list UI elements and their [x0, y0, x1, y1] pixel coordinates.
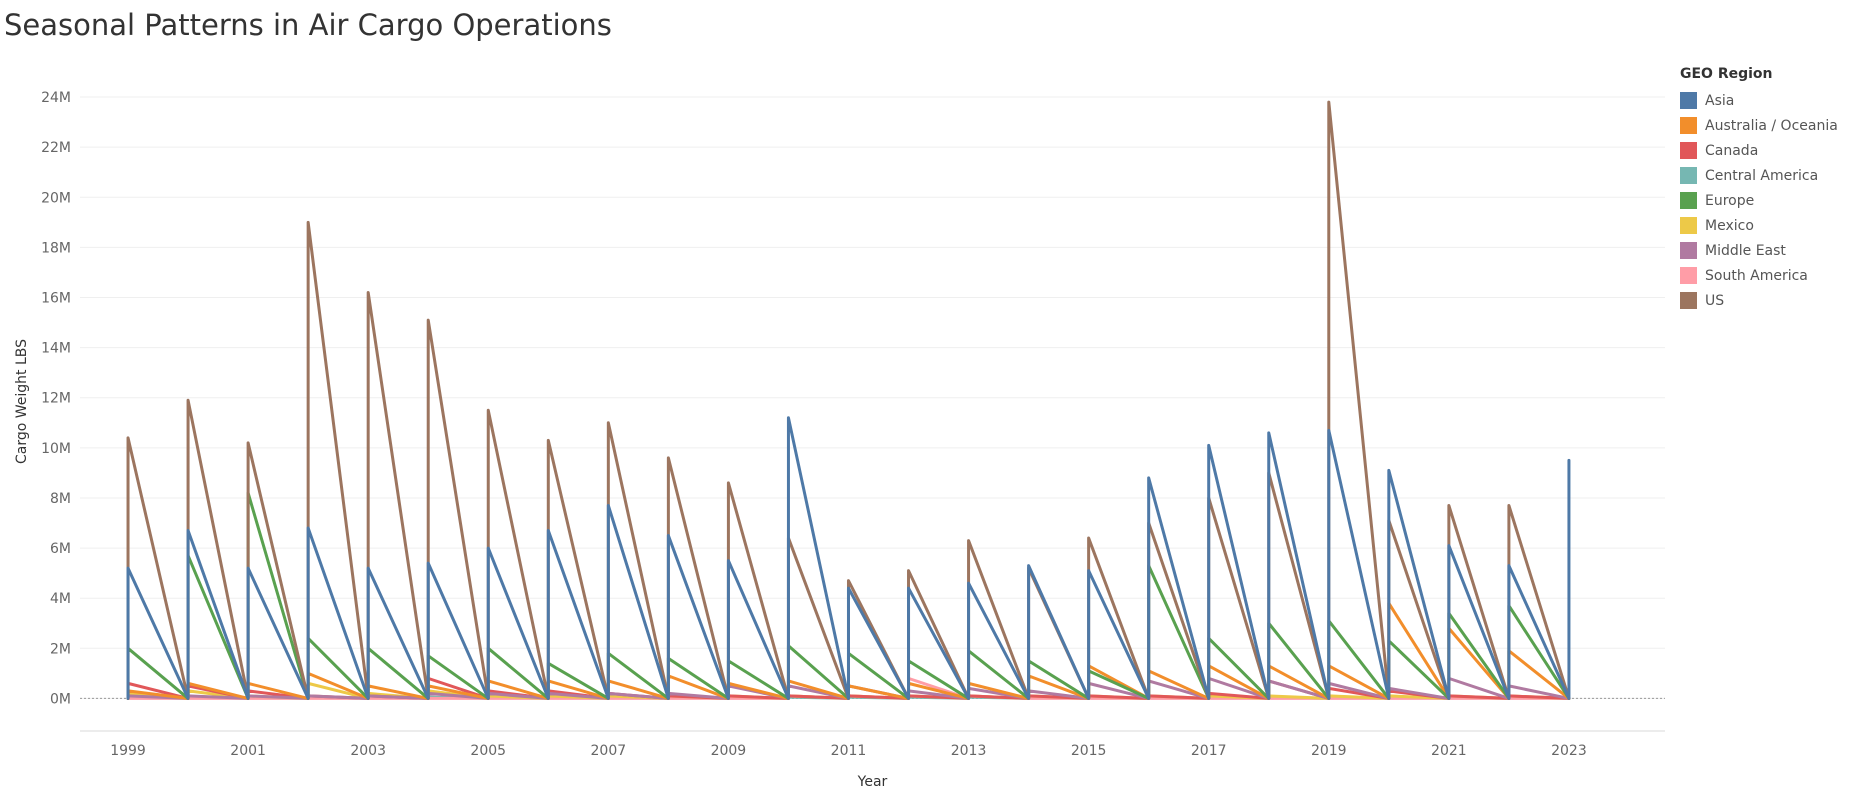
legend-swatch: [1680, 92, 1697, 109]
y-tick-label: 14M: [41, 341, 71, 357]
legend-label: Asia: [1705, 92, 1735, 109]
x-tick-label: 2019: [1311, 743, 1347, 759]
legend-swatch: [1680, 167, 1697, 184]
x-axis-title: Year: [857, 774, 888, 790]
legend-label: Australia / Oceania: [1705, 117, 1838, 134]
x-tick-label: 2011: [831, 743, 867, 759]
x-tick-label: 2005: [470, 743, 506, 759]
legend-label: Mexico: [1705, 217, 1754, 234]
legend-item[interactable]: Canada: [1680, 138, 1838, 163]
y-tick-label: 2M: [50, 641, 71, 657]
legend-title: GEO Region: [1680, 66, 1773, 82]
legend-label: US: [1705, 292, 1725, 309]
legend[interactable]: GEO Region Asia Australia / Oceania Canada…: [1680, 66, 1838, 313]
legend-swatch: [1680, 192, 1697, 209]
legend-item[interactable]: Middle East: [1680, 238, 1838, 263]
y-axis-title: Cargo Weight LBS: [14, 339, 30, 464]
y-tick-label: 0M: [50, 691, 71, 707]
x-tick-label: 1999: [110, 743, 146, 759]
legend-item[interactable]: Mexico: [1680, 213, 1838, 238]
y-tick-label: 24M: [41, 90, 71, 106]
chart-title: Seasonal Patterns in Air Cargo Operation…: [4, 8, 612, 42]
legend-item[interactable]: Central America: [1680, 163, 1838, 188]
legend-item[interactable]: US: [1680, 288, 1838, 313]
legend-label: Middle East: [1705, 242, 1786, 259]
x-tick-label: 2009: [711, 743, 747, 759]
legend-item[interactable]: Australia / Oceania: [1680, 113, 1838, 138]
legend-label: Europe: [1705, 192, 1755, 209]
y-tick-label: 12M: [41, 391, 71, 407]
legend-item[interactable]: South America: [1680, 263, 1838, 288]
y-tick-label: 22M: [41, 140, 71, 156]
x-tick-label: 2015: [1071, 743, 1107, 759]
x-tick-label: 2001: [230, 743, 266, 759]
legend-swatch: [1680, 217, 1697, 234]
legend-swatch: [1680, 142, 1697, 159]
x-tick-label: 2003: [350, 743, 386, 759]
legend-swatch: [1680, 292, 1697, 309]
x-tick-label: 2017: [1191, 743, 1227, 759]
x-tick-label: 2013: [951, 743, 987, 759]
legend-swatch: [1680, 242, 1697, 259]
y-tick-label: 16M: [41, 291, 71, 307]
legend-item[interactable]: Europe: [1680, 188, 1838, 213]
y-tick-label: 8M: [50, 491, 71, 507]
x-tick-label: 2007: [591, 743, 627, 759]
x-tick-label: 2021: [1431, 743, 1467, 759]
legend-item[interactable]: Asia: [1680, 88, 1838, 113]
legend-swatch: [1680, 117, 1697, 134]
legend-swatch: [1680, 267, 1697, 284]
y-tick-label: 10M: [41, 441, 71, 457]
x-tick-label: 2023: [1551, 743, 1587, 759]
series-line-asia: [126, 416, 1571, 700]
legend-label: Canada: [1705, 142, 1759, 159]
y-tick-label: 6M: [50, 541, 71, 557]
legend-label: Central America: [1705, 167, 1819, 184]
y-tick-label: 18M: [41, 240, 71, 256]
y-tick-label: 20M: [41, 190, 71, 206]
legend-label: South America: [1705, 267, 1808, 284]
y-tick-label: 4M: [50, 591, 71, 607]
